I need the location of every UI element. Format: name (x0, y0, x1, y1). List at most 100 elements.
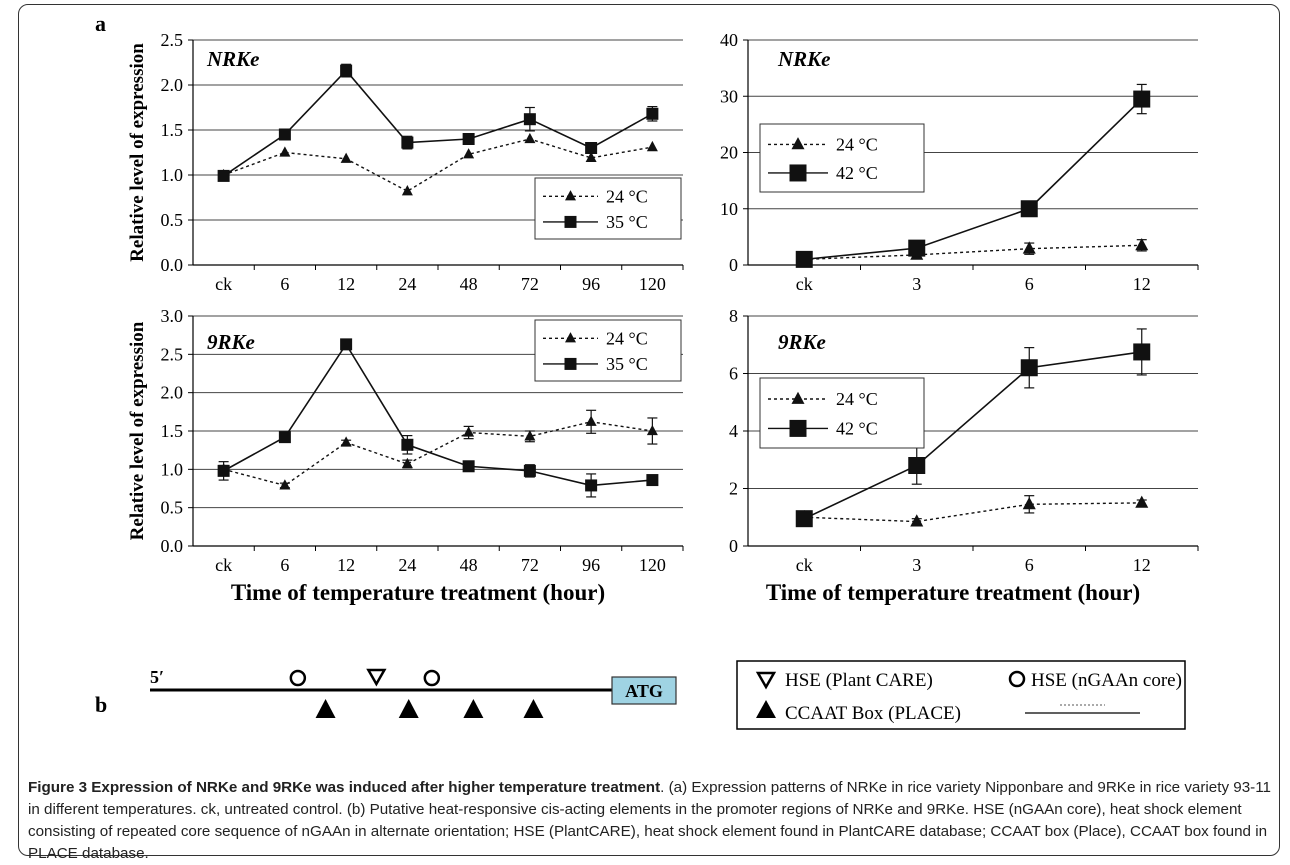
x-tick-label: ck (215, 555, 232, 575)
legend-label: 24 °C (836, 134, 878, 154)
legend-label: 35 °C (606, 212, 648, 232)
hse-ngaan-marker (289, 669, 307, 687)
series-line (804, 502, 1142, 523)
promoter-legend-box (736, 660, 1186, 730)
legend-hse-plantcare-marker (755, 671, 777, 690)
legend-box (534, 319, 682, 382)
legend-label: 24 °C (836, 389, 878, 409)
x-tick-label: 6 (280, 274, 289, 294)
data-point (340, 436, 352, 447)
y-tick-label: 2 (729, 479, 738, 499)
data-point (340, 152, 352, 163)
data-point (463, 148, 475, 159)
chart-1: 0.0 0.5 1.0 1.5 2.0 2.5 ck 6 12 24 48 72 96 120 NRKe Re… (127, 30, 684, 294)
legend-marker (564, 357, 577, 370)
y-axis-label: Relative level of expression (127, 43, 148, 262)
data-point (585, 142, 598, 154)
y-tick-label: 1.0 (161, 459, 184, 479)
series-square (795, 328, 1151, 528)
data-point (585, 415, 597, 426)
legend-hse-plantcare-label: HSE (Plant CARE) (785, 670, 933, 691)
x-tick-label: ck (796, 274, 813, 294)
data-point (462, 133, 475, 145)
panel-label-b: b (95, 692, 107, 717)
y-tick-label: 20 (720, 143, 738, 163)
y-tick-label: 1.0 (161, 165, 184, 185)
y-tick-label: 0.5 (161, 210, 184, 230)
y-tick-label: 10 (720, 199, 738, 219)
five-prime-label: 5′ (150, 667, 164, 687)
data-point (278, 128, 291, 141)
ccaat-marker (463, 699, 484, 718)
data-point (401, 136, 414, 149)
data-point (401, 457, 413, 469)
chart-title: 9RKe (207, 330, 255, 354)
data-point (401, 185, 413, 196)
data-point (795, 250, 813, 268)
atg-label: ATG (625, 681, 663, 701)
legend-label: 35 °C (606, 354, 648, 374)
x-tick-label: 12 (1133, 274, 1151, 294)
x-tick-label: 12 (1133, 555, 1151, 575)
series-triangle (797, 238, 1149, 265)
data-point (524, 430, 536, 441)
y-tick-label: 40 (720, 30, 738, 50)
atg-box (611, 676, 677, 705)
x-tick-label: 96 (582, 274, 600, 294)
ccaat-marker (398, 699, 419, 718)
chart-legend: 24 °C 42 °C (759, 377, 925, 449)
data-point (795, 510, 813, 528)
series-triangle (797, 495, 1149, 527)
y-tick-label: 1.5 (161, 421, 184, 441)
data-point (279, 479, 291, 490)
legend-box (534, 177, 682, 240)
legend-hse-ngaan-marker (1008, 670, 1026, 688)
chart-title: NRKe (206, 47, 260, 71)
y-tick-label: 1.5 (161, 120, 184, 140)
y-tick-label: 4 (729, 421, 738, 441)
x-tick-label: 3 (912, 555, 921, 575)
data-point (1135, 238, 1149, 251)
legend-ccaat-marker (756, 700, 776, 718)
legend-marker (565, 190, 576, 201)
legend-label: 24 °C (606, 328, 648, 348)
x-tick-label: 3 (912, 274, 921, 294)
x-tick-label: 6 (1025, 555, 1034, 575)
x-tick-label: 12 (337, 274, 355, 294)
legend-ccaat-label: CCAAT Box (PLACE) (785, 703, 961, 724)
y-tick-label: 8 (729, 306, 738, 326)
data-point (1022, 241, 1036, 254)
series-line (223, 421, 653, 487)
ccaat-marker (315, 699, 336, 718)
data-point (401, 438, 414, 451)
legend-marker (564, 215, 577, 228)
y-tick-label: 6 (729, 364, 738, 384)
panel-label-a: a (95, 11, 106, 36)
data-point (646, 140, 658, 152)
caption-body: . (a) Expression patterns of NRKe in ric… (28, 779, 1272, 862)
chart-4: 0 2 4 6 8 ck 3 6 12 9RKe Time of temperature treat… (729, 306, 1199, 605)
x-tick-label: 72 (521, 274, 539, 294)
y-tick-label: 2.5 (161, 30, 184, 50)
data-point (585, 151, 597, 163)
legend-label: 42 °C (836, 163, 878, 183)
data-point (646, 474, 659, 487)
data-point (278, 431, 291, 444)
series-line (223, 342, 653, 487)
series-line (223, 138, 653, 193)
hse-plantcare-marker (366, 668, 387, 687)
data-point (340, 64, 353, 77)
data-point (1133, 90, 1151, 108)
y-tick-label: 2.0 (161, 75, 184, 95)
x-axis-label: Time of temperature treatment (hour) (766, 580, 1140, 605)
data-point (1135, 495, 1149, 508)
data-point (646, 424, 658, 436)
data-point (340, 338, 353, 351)
chart-legend: 24 °C 42 °C (759, 123, 925, 193)
x-tick-label: 12 (337, 555, 355, 575)
x-tick-label: 72 (521, 555, 539, 575)
y-tick-label: 0.5 (161, 498, 184, 518)
y-tick-label: 0 (729, 255, 738, 275)
data-point (1022, 497, 1036, 510)
